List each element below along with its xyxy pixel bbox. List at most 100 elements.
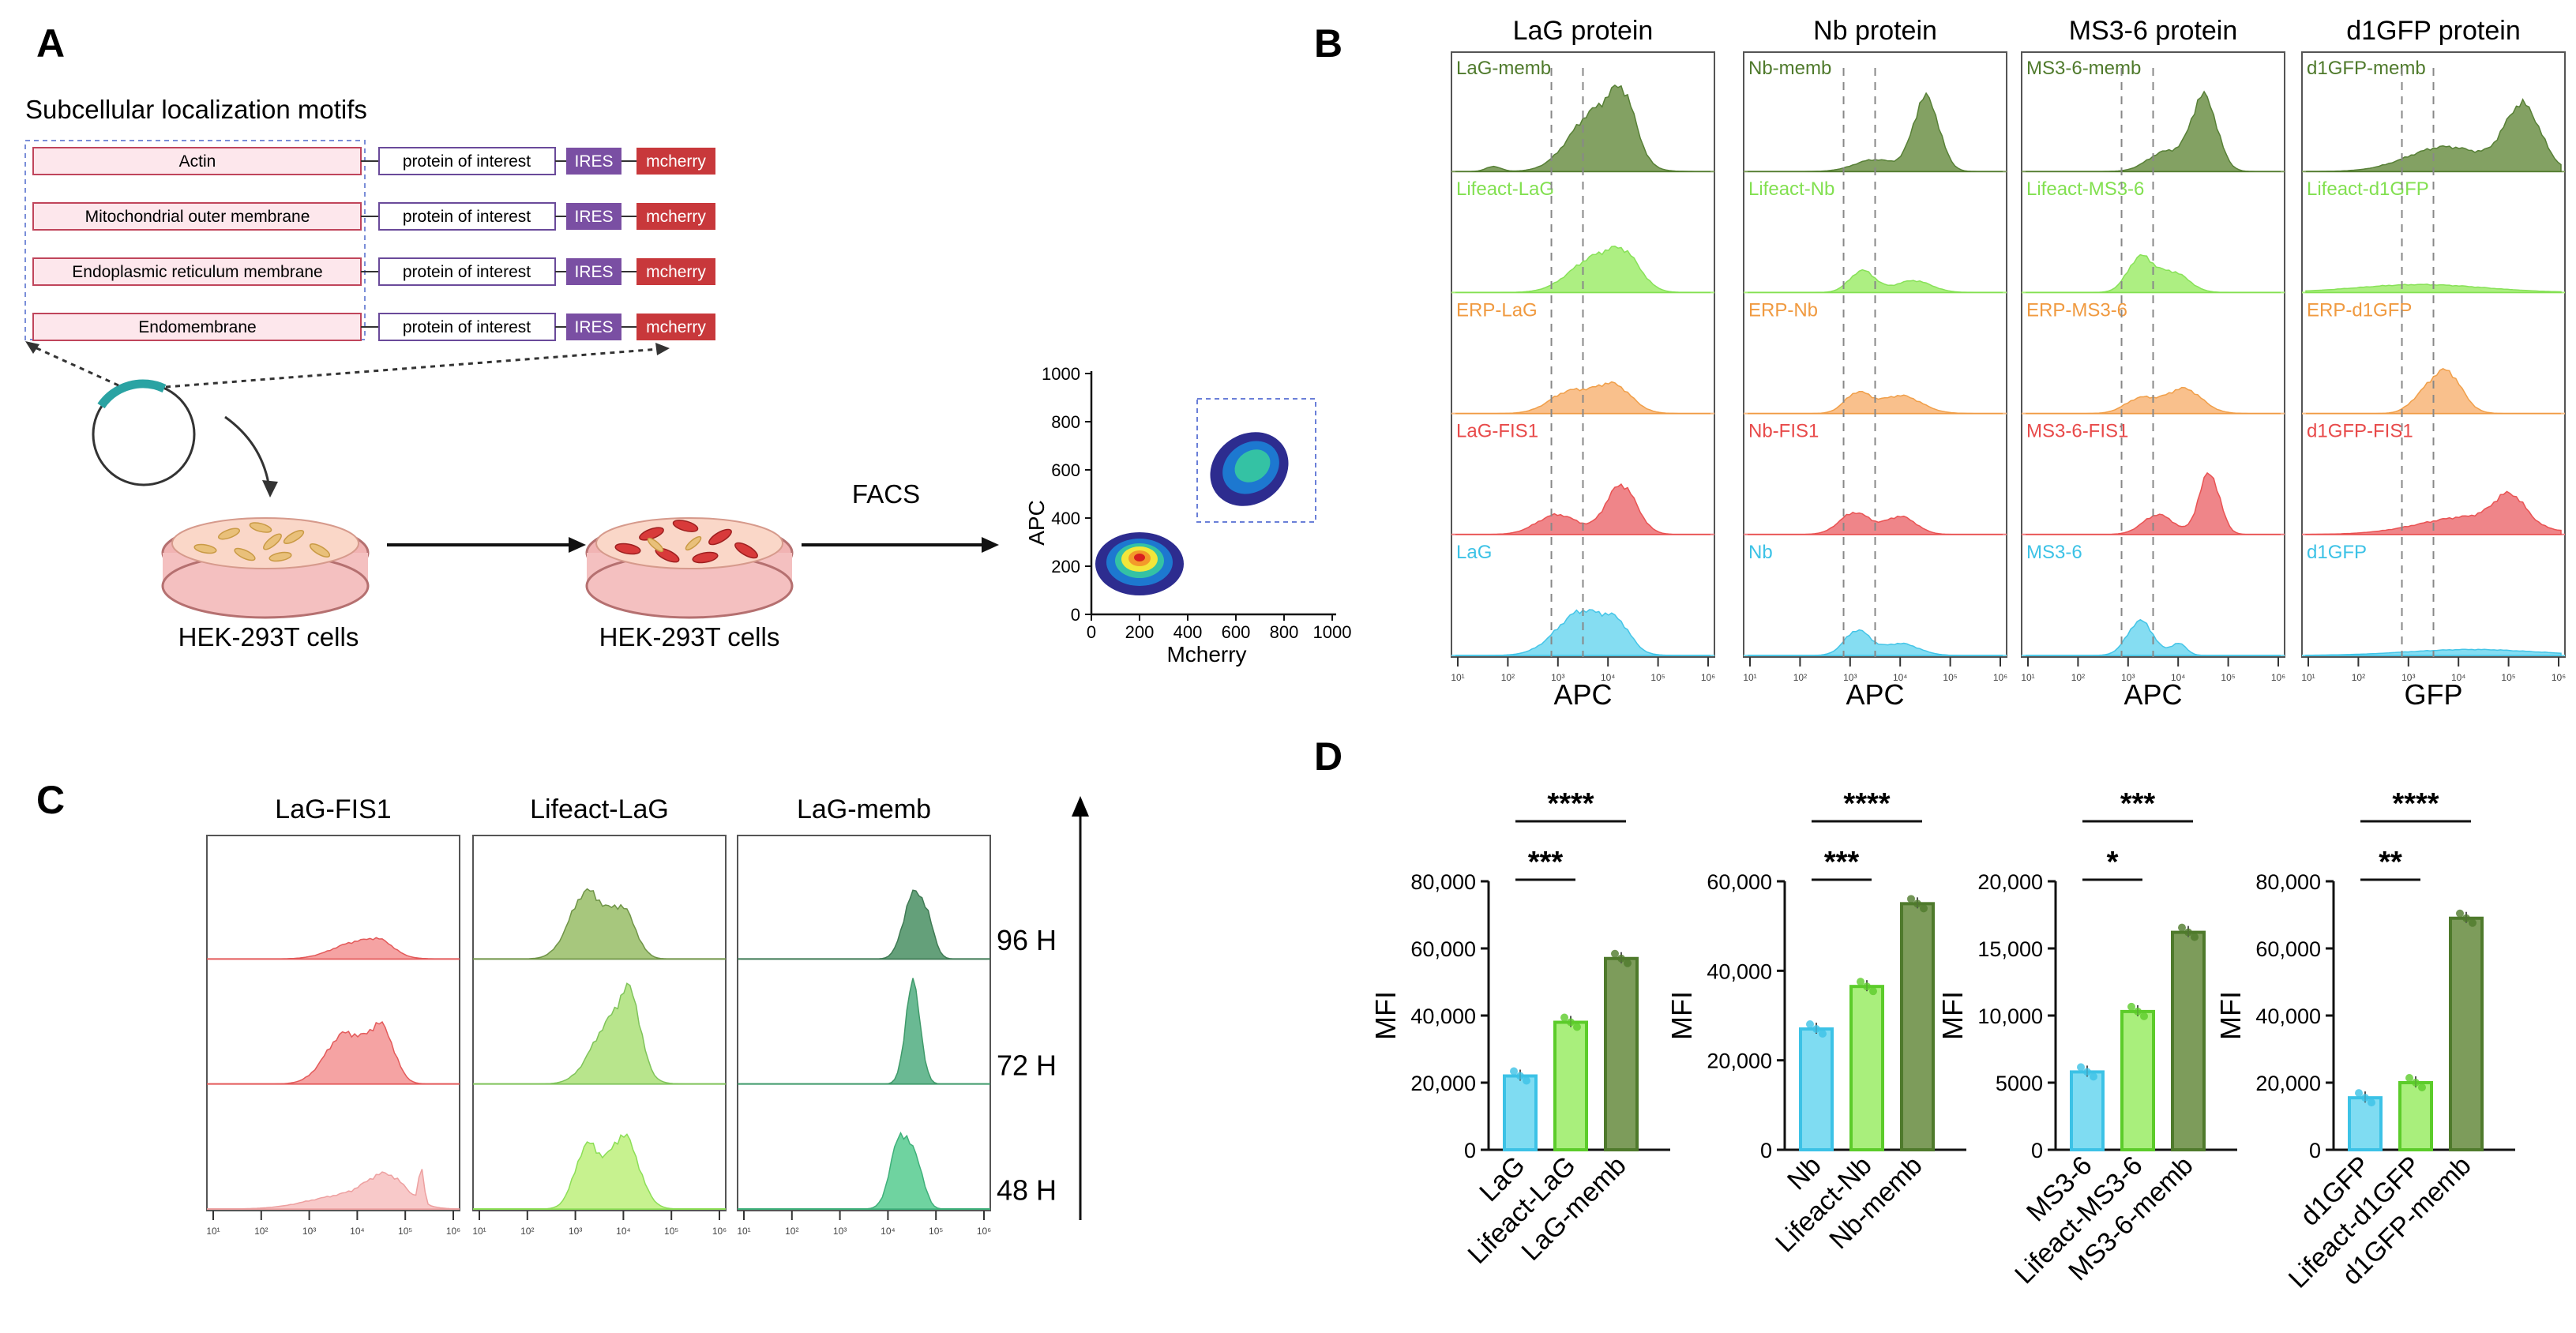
- poi-label-2: protein of interest: [403, 263, 531, 281]
- bar-d-0-2: [1604, 956, 1639, 1151]
- hist-b-ticklabel-3-0: 10¹: [2301, 672, 2315, 683]
- hist-b-ticklabel-2-3: 10⁴: [2171, 672, 2186, 683]
- panel-a: Subcellular localization motifs Actin pro…: [24, 95, 1351, 666]
- hist-b-ticklabel-2-1: 10²: [2071, 672, 2085, 683]
- dish-transfected-icon: [585, 517, 794, 619]
- motif-box-0: [32, 147, 362, 175]
- hist-b-ticklabel-1-2: 10³: [1843, 672, 1857, 683]
- hist-c-title-2: LaG-memb: [797, 794, 931, 824]
- bar-d-dot-0-0-0: [1510, 1067, 1518, 1076]
- hist-b-ticklabel-3-2: 10³: [2401, 672, 2415, 683]
- dish2-label: HEK-293T cells: [599, 622, 780, 651]
- hist-b-ticklabel-0-3: 10⁴: [1601, 672, 1616, 683]
- bar-d-yticklabel-3-2: 40,000: [2255, 1004, 2321, 1028]
- hist-b-xlabel-1: APC: [1846, 678, 1904, 711]
- bar-d-siglabel-0-1: ****: [1547, 787, 1594, 820]
- hist-c-ticklabel-1-1: 10²: [520, 1226, 534, 1237]
- bar-d-dot-1-2-2: [1920, 904, 1928, 913]
- bar-d-dot-1-1-2: [1869, 987, 1877, 996]
- bar-d-dot-3-0-2: [2368, 1098, 2375, 1107]
- panel-d: 020,00040,00060,00080,000MFILaGLifeact-L…: [1369, 787, 2515, 1294]
- hist-c-ticklabel-0-3: 10⁴: [350, 1226, 365, 1237]
- scatter-xtick-label-3: 600: [1222, 622, 1251, 642]
- hist-c-ticklabel-1-3: 10⁴: [616, 1226, 631, 1237]
- scatter-ytick-label-3: 600: [1051, 460, 1080, 480]
- bar-d-1-0: [1799, 1027, 1834, 1151]
- poi-label-0: protein of interest: [403, 152, 531, 171]
- hist-c-curve-0-0: [210, 937, 456, 960]
- bar-d-ylabel-2: MFI: [1936, 991, 1969, 1040]
- bar-d-1-2: [1900, 902, 1935, 1152]
- bar-d-ylabel-1: MFI: [1665, 991, 1698, 1040]
- hist-b-title-2: MS3-6 protein: [2069, 16, 2238, 46]
- bar-d-dot-0-2-0: [1611, 949, 1619, 958]
- hist-b-ticklabel-2-5: 10⁶: [2271, 672, 2285, 683]
- bar-d-yticklabel-2-2: 10,000: [1977, 1004, 2043, 1028]
- bar-d-dot-0-2-1: [1617, 954, 1625, 963]
- hist-c-frame-0: [206, 835, 460, 1211]
- hist-c-ticklabel-0-0: 10¹: [206, 1226, 220, 1237]
- bar-d-dot-1-1-1: [1863, 982, 1871, 991]
- hist-b-label-3-2: ERP-d1GFP: [2307, 299, 2412, 321]
- bar-d-dot-0-0-1: [1516, 1072, 1524, 1080]
- facs-dot-plot: 0 200 400 600 800 1000 0 200 400 600 800 1000 Mcher…: [1024, 364, 1351, 666]
- hist-b-ticklabel-3-4: 10⁵: [2501, 672, 2515, 683]
- hist-b-label-3-4: d1GFP: [2307, 542, 2367, 563]
- bar-d-2-1: [2120, 1009, 2155, 1152]
- hist-c-curve-2-1: [741, 978, 987, 1085]
- bar-d-yticklabel-2-4: 20,000: [1977, 870, 2043, 894]
- scatter-xlabel: Mcherry: [1166, 642, 1246, 666]
- hist-b-ticklabel-2-4: 10⁵: [2221, 672, 2235, 683]
- panel-b: LaG protein LaG-memb Lifeact-LaG ERP-LaG LaG…: [1451, 16, 2566, 711]
- hist-b-ticklabel-0-1: 10²: [1501, 672, 1515, 683]
- bar-d-dot-2-0-1: [2083, 1068, 2091, 1076]
- bar-d-siglabel-2-0: *: [2107, 846, 2119, 879]
- hist-b-ticklabel-0-4: 10⁵: [1650, 672, 1665, 683]
- panel-c-letter: C: [36, 778, 65, 822]
- bar-d-dot-2-0-0: [2077, 1063, 2085, 1072]
- hist-b-xlabel-0: APC: [1553, 678, 1612, 711]
- ires-box-3: [566, 314, 621, 340]
- hist-c-ticklabel-2-0: 10¹: [737, 1226, 750, 1237]
- hist-b-ticklabel-1-5: 10⁶: [1993, 672, 2007, 683]
- mcherry-label-1: mcherry: [646, 208, 706, 226]
- bar-d-yticklabel-3-1: 20,000: [2255, 1072, 2321, 1095]
- ires-label-0: IRES: [574, 152, 613, 171]
- mcherry-label-0: mcherry: [646, 152, 706, 171]
- scatter-ytick-label-4: 800: [1051, 412, 1080, 432]
- bar-d-dot-1-2-1: [1913, 899, 1921, 908]
- ires-label-1: IRES: [574, 208, 613, 226]
- hist-b-xlabel-3: GFP: [2404, 678, 2462, 711]
- motif-label-0: Actin: [179, 152, 216, 171]
- hist-c-curve-0-1: [210, 1021, 456, 1085]
- hist-b-curve-1-0: [1748, 92, 2003, 172]
- hist-b-ticklabel-2-2: 10³: [2121, 672, 2135, 683]
- hist-c-ticklabel-2-2: 10³: [833, 1226, 847, 1237]
- bar-d-yticklabel-2-0: 0: [2031, 1139, 2043, 1162]
- bar-d-dot-1-0-2: [1819, 1030, 1827, 1038]
- bar-d-ylabel-3: MFI: [2214, 991, 2247, 1040]
- hist-c-ticklabel-1-2: 10³: [569, 1226, 582, 1237]
- hist-b-ticklabel-2-0: 10¹: [2021, 672, 2034, 683]
- mcherry-box-2: [636, 258, 715, 285]
- hist-b-curve-0-4: [1455, 609, 1710, 656]
- hist-c-ticklabel-2-4: 10⁵: [929, 1226, 943, 1237]
- bar-d-dot-1-0-1: [1812, 1025, 1820, 1033]
- mcherry-label-2: mcherry: [646, 263, 706, 281]
- hist-b-label-2-1: Lifeact-MS3-6: [2026, 178, 2144, 200]
- hist-c-ticklabel-2-3: 10⁴: [881, 1226, 896, 1237]
- hist-c-curve-1-0: [476, 888, 723, 960]
- hist-b-label-1-4: Nb: [1748, 542, 1773, 563]
- bar-d-dot-3-1-1: [2412, 1079, 2420, 1087]
- bar-d-dot-1-2-0: [1907, 895, 1915, 903]
- hist-b-label-0-0: LaG-memb: [1456, 58, 1551, 79]
- scatter-xtick-label-2: 400: [1173, 622, 1203, 642]
- bar-d-yticklabel-0-4: 80,000: [1410, 870, 1476, 894]
- bar-d-0-0: [1503, 1074, 1538, 1151]
- hist-c-ticklabel-2-5: 10⁶: [977, 1226, 991, 1237]
- bar-d-dot-2-2-0: [2178, 923, 2186, 932]
- motif-label-2: Endoplasmic reticulum membrane: [72, 263, 322, 281]
- poi-box-2: [378, 257, 556, 286]
- bar-d-dot-2-2-2: [2191, 933, 2199, 941]
- hist-b-label-0-4: LaG: [1456, 542, 1492, 563]
